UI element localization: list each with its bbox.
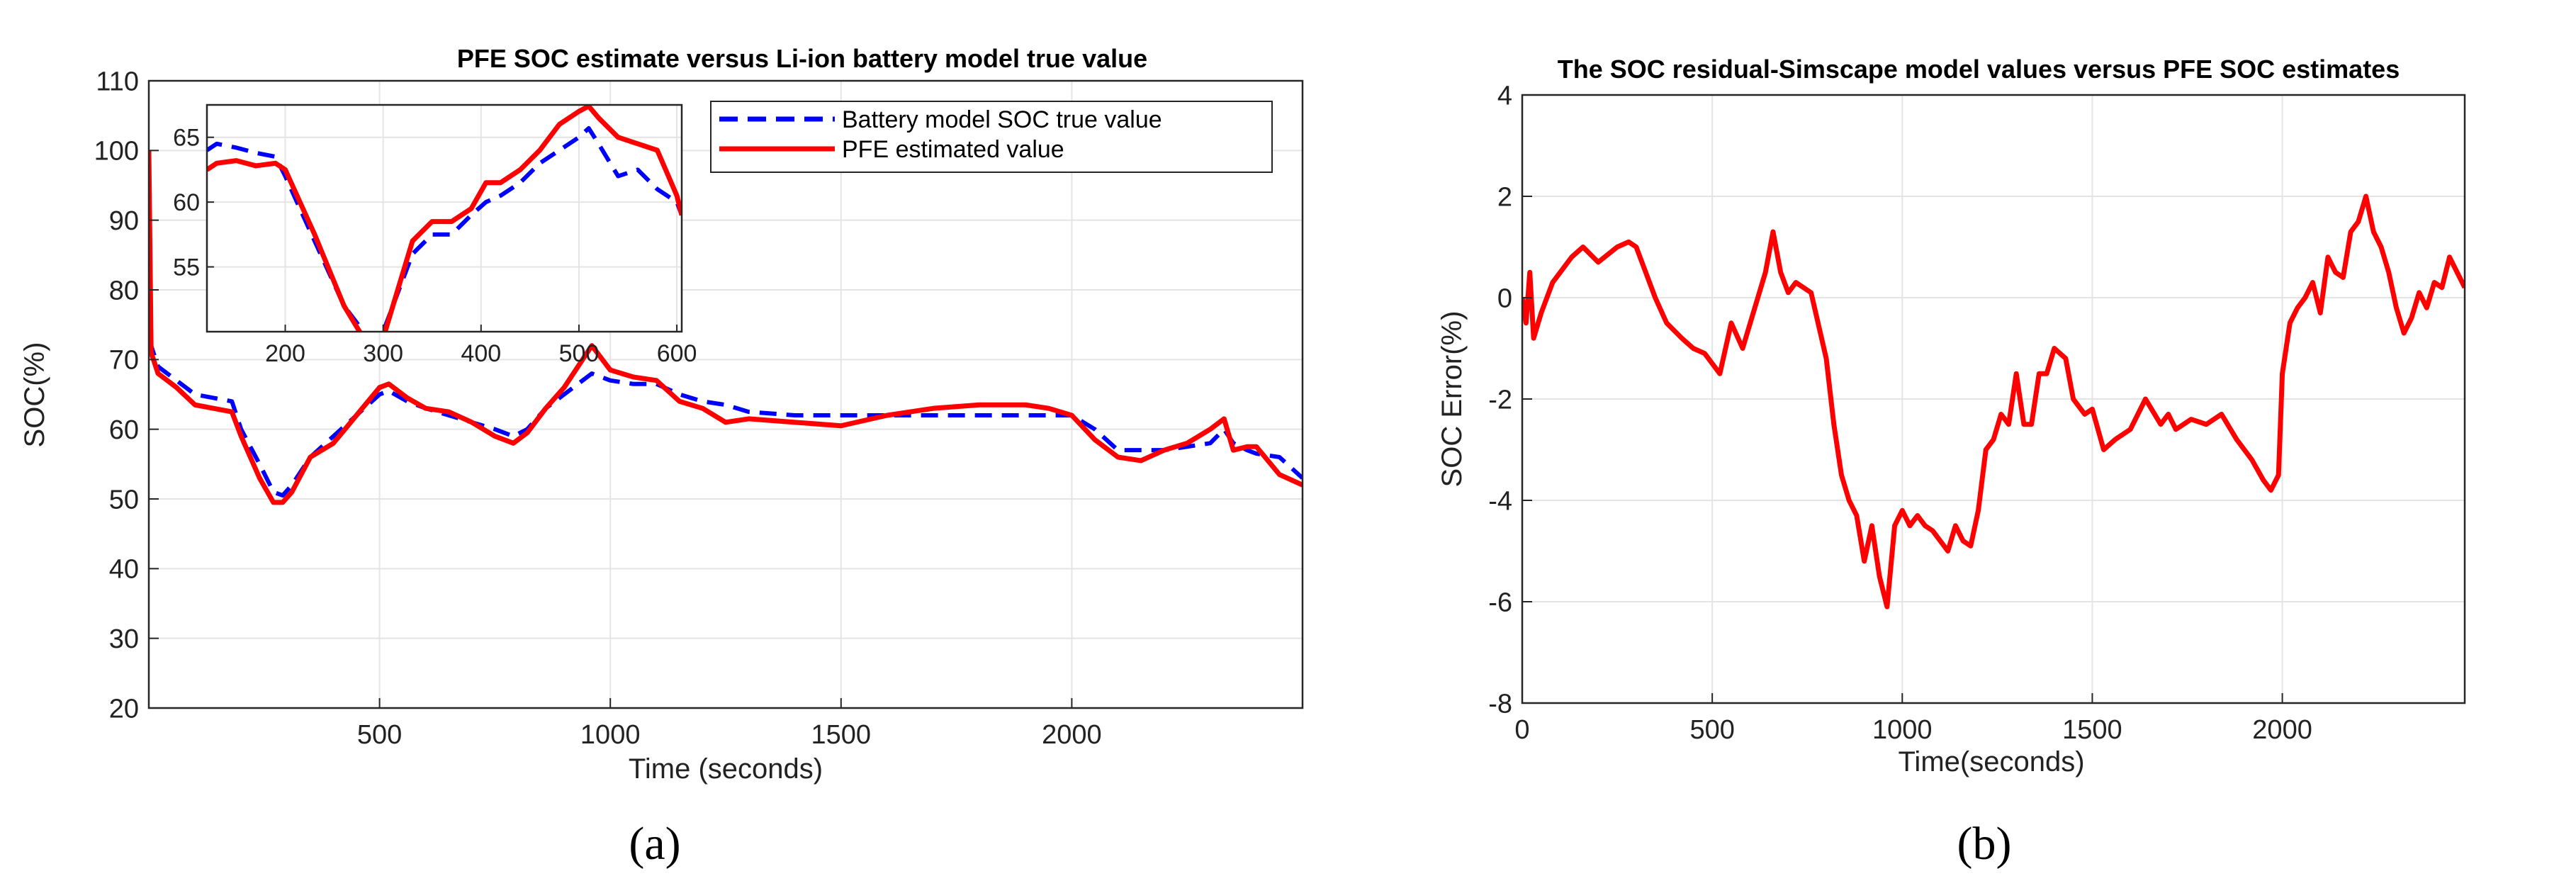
x-tick-label: 400 <box>461 340 501 367</box>
y-tick-label: 0 <box>1497 283 1512 313</box>
y-tick-label: 40 <box>109 555 139 585</box>
inset-x-ticks: 200 300 400 500 600 <box>265 325 697 367</box>
inset-line-pfe-estimate <box>207 105 682 332</box>
chart-a-title: PFE SOC estimate versus Li-ion battery m… <box>457 44 1147 73</box>
inset-plot-area <box>207 105 682 332</box>
chart-a-x-label: Time (seconds) <box>629 753 823 785</box>
y-tick-label: 20 <box>109 694 139 724</box>
inset-background <box>207 105 682 332</box>
panel-a-label: (a) <box>629 818 680 870</box>
y-tick-label: -4 <box>1488 486 1512 516</box>
legend-label-true-value: Battery model SOC true value <box>842 106 1162 133</box>
y-tick-label: 70 <box>109 346 139 376</box>
y-tick-label: 30 <box>109 624 139 654</box>
chart-a-y-label: SOC(%) <box>19 342 50 448</box>
panel-b-label: (b) <box>1957 818 2012 870</box>
y-tick-label: 60 <box>173 189 200 216</box>
x-tick-label: 1000 <box>580 720 641 750</box>
chart-a-axes-frame <box>147 79 1304 709</box>
x-tick-label: 1500 <box>2062 715 2122 745</box>
y-tick-label: 65 <box>173 125 200 152</box>
chart-b-y-ticks: -8 -6 -4 -2 0 2 4 <box>1488 81 1532 719</box>
y-tick-label: -8 <box>1488 689 1512 719</box>
y-tick-label: 100 <box>94 137 139 167</box>
series-line-pfe-estimate <box>149 150 1303 505</box>
inset-grid <box>207 105 682 332</box>
x-tick-label: 500 <box>559 340 600 367</box>
chart-a-y-ticks: 20 30 40 50 60 70 80 90 100 110 <box>94 67 159 724</box>
inset-axes-frame <box>206 103 683 333</box>
series-line-true-value <box>149 150 1303 498</box>
y-tick-label: -2 <box>1488 385 1512 415</box>
chart-b-y-label: SOC Error(%) <box>1436 311 1468 488</box>
inset-y-ticks: 55 60 65 <box>173 125 214 281</box>
chart-a-legend: Battery model SOC true value PFE estimat… <box>710 101 1273 173</box>
x-tick-label: 300 <box>363 340 403 367</box>
panel-b: The SOC residual-Simscape model values v… <box>1436 55 2466 870</box>
chart-a-x-ticks: 500 1000 1500 2000 <box>357 698 1102 750</box>
chart-b-x-label: Time(seconds) <box>1898 746 2084 777</box>
legend-label-pfe-estimate: PFE estimated value <box>842 136 1064 163</box>
x-tick-label: 1000 <box>1872 715 1933 745</box>
chart-a-plot-area <box>149 150 1303 505</box>
x-tick-label: 1500 <box>811 720 872 750</box>
chart-b-title: The SOC residual-Simscape model values v… <box>1558 55 2400 84</box>
y-tick-label: 50 <box>109 485 139 515</box>
chart-b-x-ticks: 0 500 1000 1500 2000 <box>1514 693 2312 745</box>
panel-a: PFE SOC estimate versus Li-ion battery m… <box>19 44 1304 870</box>
x-tick-label: 600 <box>657 340 697 367</box>
x-tick-label: 0 <box>1514 715 1529 745</box>
chart-b-plot-area <box>1522 193 2465 610</box>
legend-box <box>710 101 1273 173</box>
chart-b-grid <box>1522 94 2465 704</box>
series-line-soc-residual <box>1522 193 2465 610</box>
y-tick-label: 2 <box>1497 182 1512 212</box>
y-tick-label: 55 <box>173 254 200 281</box>
y-tick-label: 90 <box>109 206 139 236</box>
y-tick-label: 60 <box>109 415 139 445</box>
y-tick-label: 110 <box>96 67 139 96</box>
x-tick-label: 500 <box>1689 715 1734 745</box>
y-tick-label: 4 <box>1497 81 1512 111</box>
y-tick-label: 80 <box>109 276 139 305</box>
x-tick-label: 2000 <box>1042 720 1102 750</box>
x-tick-label: 2000 <box>2252 715 2312 745</box>
y-tick-label: -6 <box>1488 588 1512 617</box>
x-tick-label: 200 <box>265 340 305 367</box>
x-tick-label: 500 <box>357 720 402 750</box>
